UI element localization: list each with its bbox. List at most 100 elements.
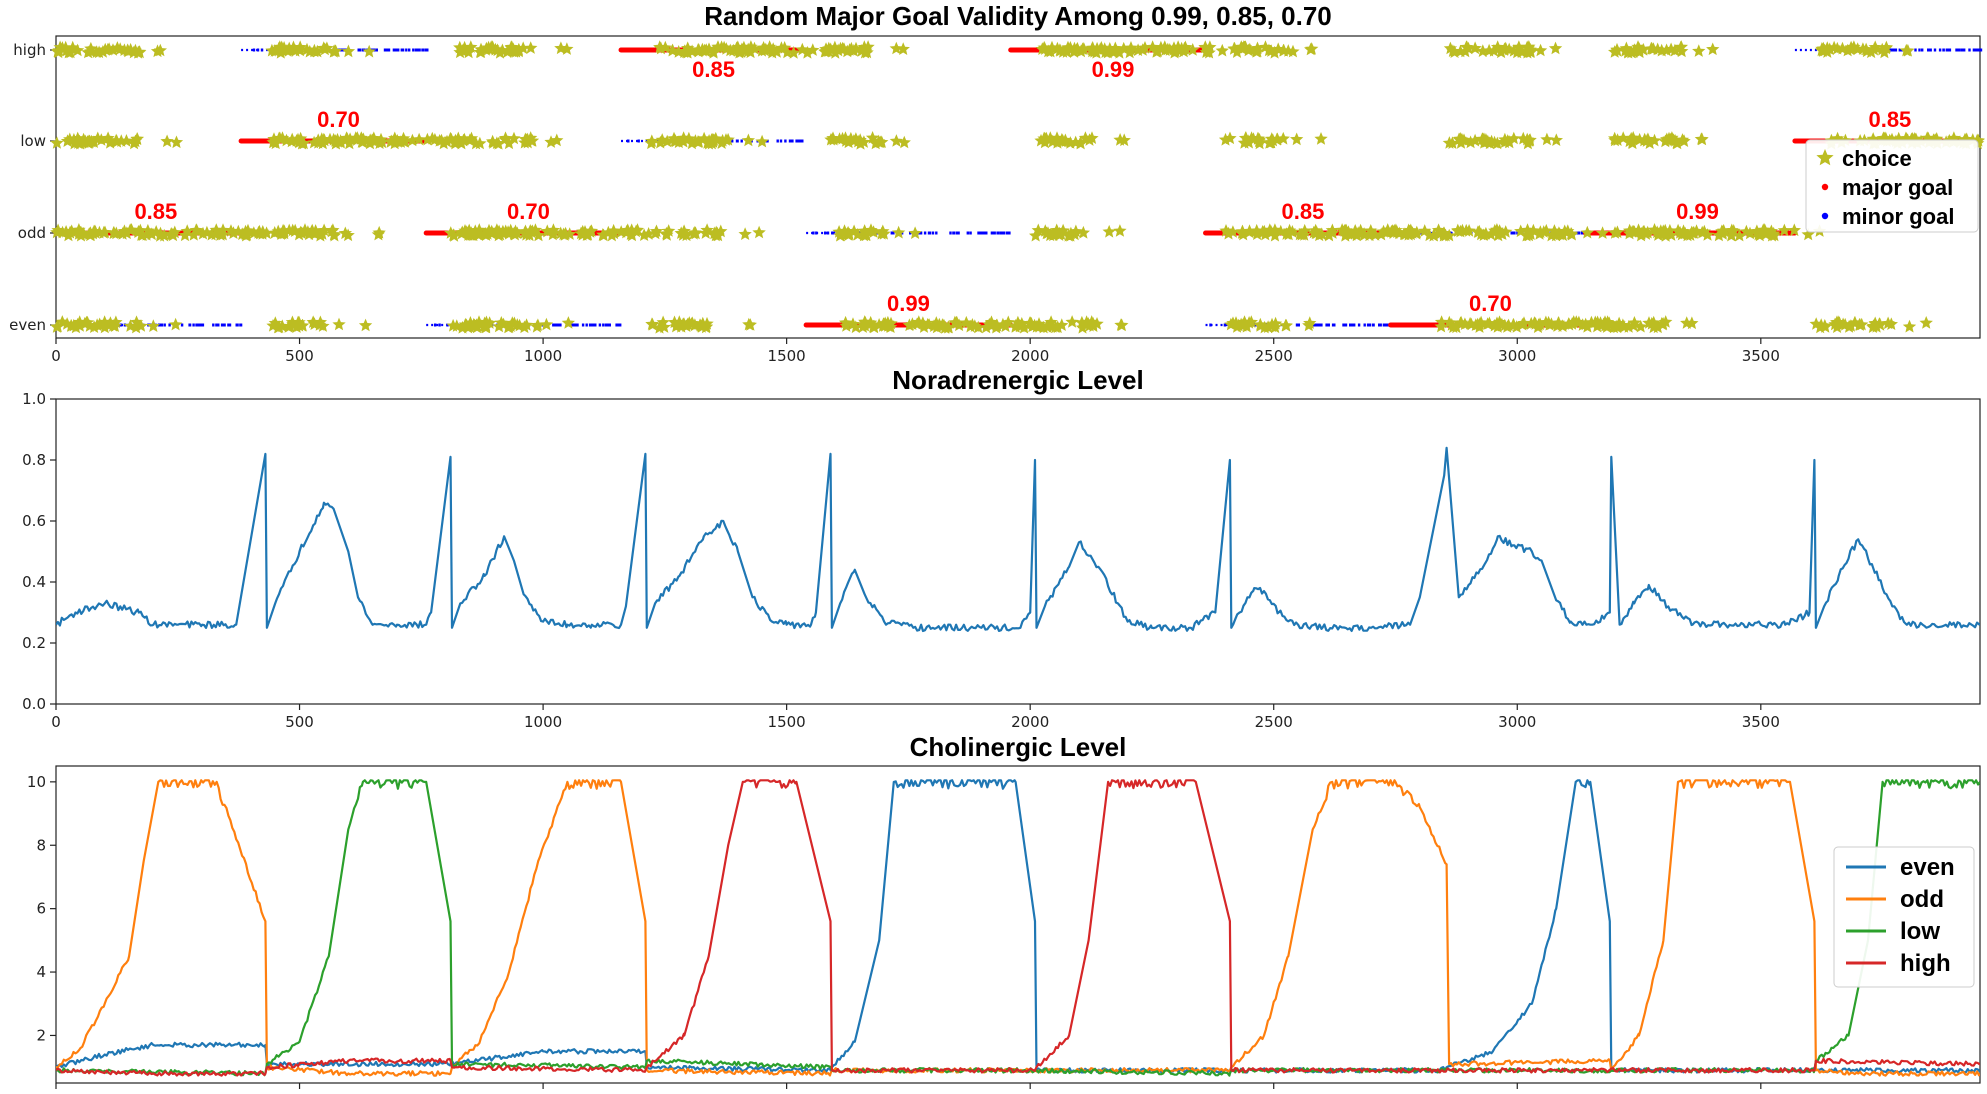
- legend-item-even: even: [1846, 854, 1955, 881]
- panel-title: Cholinergic Level: [910, 732, 1127, 762]
- x-tick-label: 1000: [524, 1092, 562, 1094]
- choice-stars: [50, 315, 183, 334]
- series-line-low: [56, 779, 1980, 1077]
- series-line-odd: [56, 779, 1980, 1077]
- choice-stars: [1815, 40, 1915, 59]
- odd-choice-segment: [50, 223, 386, 242]
- legend-item-odd: odd: [1846, 886, 1944, 913]
- high-choice-segment: [1608, 40, 1720, 59]
- x-tick-label: 0: [51, 347, 61, 365]
- y-tick-label: 4: [36, 963, 46, 981]
- x-tick-label: 2000: [1011, 1092, 1049, 1094]
- x-tick-label: 2000: [1011, 347, 1049, 365]
- choice-stars: [1029, 223, 1127, 242]
- legend-box: [1805, 139, 1979, 233]
- choice-stars: [838, 315, 1129, 334]
- x-tick-label: 500: [285, 347, 314, 365]
- even-choice-segment: [838, 315, 1129, 334]
- choice-stars: [1608, 131, 1709, 150]
- choice-stars: [1434, 315, 1699, 334]
- x-tick-label: 2500: [1255, 713, 1293, 731]
- y-tick-label: 0.8: [22, 451, 46, 469]
- x-tick-label: 500: [285, 1092, 314, 1094]
- high-choice-segment: [1815, 40, 1915, 59]
- choice-stars: [1608, 40, 1720, 59]
- choice-stars: [1443, 40, 1563, 59]
- y-tick-label: even: [9, 316, 46, 334]
- x-tick-label: 3500: [1742, 1092, 1780, 1094]
- x-tick-label: 3500: [1742, 713, 1780, 731]
- choice-stars: [265, 40, 376, 59]
- choice-stars: [644, 131, 769, 150]
- series-group: [56, 446, 1980, 633]
- x-tick-label: 1000: [524, 347, 562, 365]
- x-tick-label: 0: [51, 713, 61, 731]
- validity-annotation: 0.70: [317, 107, 360, 132]
- legend-marker: [1816, 149, 1834, 166]
- choice-stars: [1034, 131, 1131, 150]
- choice-stars: [50, 223, 386, 242]
- choice-stars: [824, 131, 911, 150]
- choice-stars: [266, 131, 564, 150]
- high-choice-segment: [265, 40, 376, 59]
- low-choice-segment: [644, 131, 769, 150]
- low-choice-segment: [1218, 131, 1328, 150]
- legend-marker: [1821, 212, 1829, 220]
- choice-stars: [1219, 223, 1610, 242]
- x-tick-label: 1000: [524, 713, 562, 731]
- low-choice-segment: [50, 131, 184, 150]
- legend-label: minor goal: [1842, 204, 1954, 229]
- minor-goal-dots: [1819, 48, 1983, 52]
- y-tick-label: 0.6: [22, 512, 46, 530]
- choice-stars: [446, 315, 575, 334]
- y-tick-label: 6: [36, 900, 46, 918]
- validity-annotation: 0.70: [507, 199, 550, 224]
- odd-choice-segment: [444, 223, 766, 242]
- legend-box: [1833, 846, 1975, 988]
- x-tick-label: 1500: [768, 347, 806, 365]
- choice-stars: [51, 40, 167, 59]
- series-group: [56, 779, 1980, 1077]
- even-choice-segment: [1809, 315, 1933, 334]
- x-tick-label: 0: [51, 1092, 61, 1094]
- y-tick-label: low: [20, 132, 46, 150]
- validity-annotation: 0.70: [1469, 291, 1512, 316]
- legend-item-low: low: [1846, 918, 1940, 945]
- choice-stars: [832, 223, 922, 242]
- low-choice-segment: [1034, 131, 1131, 150]
- x-tick-label: 2500: [1255, 347, 1293, 365]
- choice-stars: [1224, 315, 1317, 334]
- even-choice-segment: [50, 315, 183, 334]
- y-tick-label: odd: [18, 224, 46, 242]
- high-choice-segment: [653, 40, 910, 59]
- choice-stars: [1442, 131, 1563, 150]
- legend-item-choice: choice: [1816, 146, 1912, 171]
- choice-stars: [1035, 40, 1319, 59]
- odd-choice-segment: [832, 223, 922, 242]
- legend-marker: [1821, 183, 1829, 191]
- x-tick-label: 3000: [1498, 347, 1536, 365]
- choice-stars: [50, 131, 184, 150]
- even-choice-segment: [446, 315, 575, 334]
- high-choice-segment: [1443, 40, 1563, 59]
- legend: choice major goal minor goal: [1805, 139, 1979, 233]
- low-choice-segment: [1442, 131, 1563, 150]
- low-choice-segment: [266, 131, 564, 150]
- high-choice-segment: [1035, 40, 1319, 59]
- legend: even odd low high: [1833, 846, 1975, 988]
- high-choice-segment: [453, 40, 574, 59]
- y-tick-label: 2: [36, 1026, 46, 1044]
- choice-stars: [444, 223, 766, 242]
- legend-label: major goal: [1842, 175, 1953, 200]
- choice-stars: [1608, 223, 1827, 242]
- choice-stars: [645, 315, 757, 334]
- even-choice-segment: [1434, 315, 1699, 334]
- validity-annotation: 0.85: [134, 199, 177, 224]
- x-tick-label: 2000: [1011, 713, 1049, 731]
- y-tick-label: 0.2: [22, 634, 46, 652]
- panel-3: Cholinergic Level 0 500 1000 1500 2000 2500 300…: [27, 732, 1981, 1094]
- validity-annotation: 0.85: [692, 57, 735, 82]
- x-tick-label: 3000: [1498, 1092, 1536, 1094]
- legend-label: choice: [1842, 146, 1912, 171]
